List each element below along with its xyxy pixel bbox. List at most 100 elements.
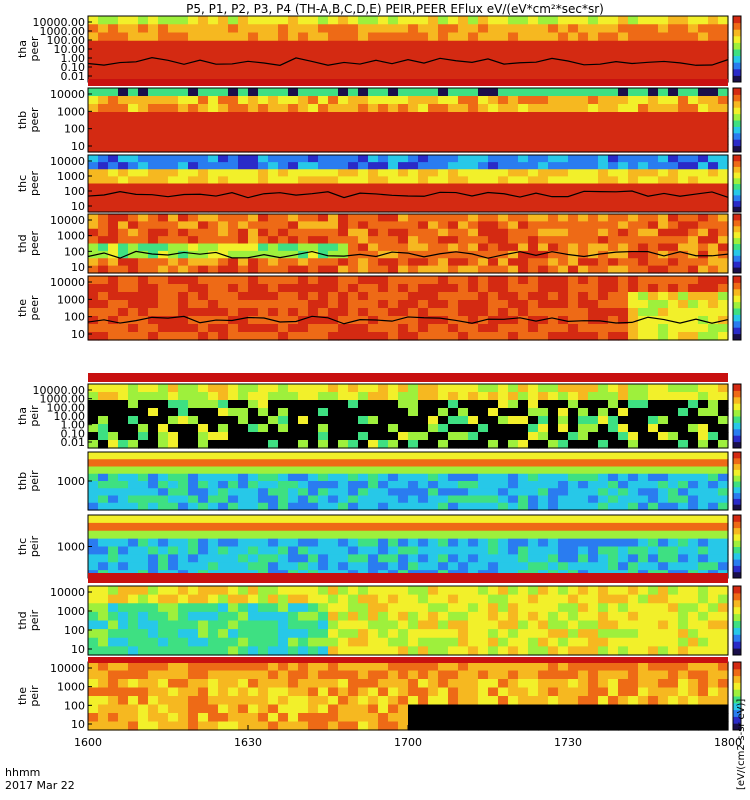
heatmap-cell (598, 104, 609, 113)
heatmap-cell (668, 204, 679, 213)
heatmap-cell (248, 308, 259, 317)
heatmap-cell (458, 243, 469, 252)
heatmap-cell (468, 538, 479, 548)
heatmap-cell (148, 24, 159, 34)
heatmap-cell (668, 629, 679, 639)
heatmap-cell (678, 424, 689, 433)
heatmap-cell (528, 466, 539, 475)
heatmap-cell (168, 392, 179, 401)
colorbar-segment (733, 200, 741, 207)
heatmap-cell (688, 473, 699, 482)
heatmap-cell (558, 144, 569, 153)
heatmap-cell (228, 629, 239, 639)
heatmap-cell (98, 49, 109, 58)
heatmap-cell (98, 292, 109, 301)
heatmap-cell (578, 554, 589, 563)
heatmap-cell (578, 637, 589, 647)
heatmap-cell (428, 629, 439, 639)
heatmap-cell (258, 24, 269, 34)
heatmap-cell (658, 603, 669, 613)
colorbar-segment (733, 384, 741, 391)
heatmap-cell (258, 662, 269, 672)
heatmap-cell (188, 214, 199, 222)
heatmap-cell (328, 16, 339, 25)
heatmap-cell (478, 32, 489, 42)
heatmap-cell (368, 637, 379, 647)
heatmap-cell (408, 586, 419, 596)
heatmap-cell (348, 300, 359, 309)
heatmap-cell (148, 440, 159, 449)
heatmap-cell (98, 620, 109, 630)
heatmap-cell (168, 466, 179, 475)
heatmap-cell (648, 162, 659, 170)
heatmap-cell (338, 16, 349, 25)
heatmap-cell (108, 276, 119, 285)
heatmap-cell (538, 49, 549, 58)
heatmap-cell (278, 204, 289, 213)
heatmap-cell (478, 40, 489, 50)
heatmap-cell (248, 258, 259, 267)
heatmap-cell (698, 204, 709, 213)
heatmap-cell (248, 221, 259, 230)
heatmap-cell (538, 265, 549, 274)
heatmap-cell (558, 197, 569, 206)
heatmap-cell (118, 284, 129, 293)
heatmap-cell (528, 276, 539, 285)
heatmap-cell (668, 221, 679, 230)
heatmap-cell (168, 515, 179, 524)
heatmap-cell (608, 495, 619, 504)
heatmap-cell (98, 538, 109, 548)
heatmap-cell (618, 392, 629, 401)
heatmap-cell (588, 603, 599, 613)
heatmap-cell (648, 432, 659, 441)
heatmap-cell (618, 250, 629, 259)
heatmap-cell (238, 221, 249, 230)
heatmap-cell (528, 292, 539, 301)
heatmap-cell (618, 96, 629, 105)
heatmap-cell (318, 300, 329, 309)
heatmap-cell (188, 721, 199, 731)
heatmap-cell (148, 236, 159, 245)
heatmap-cell (438, 144, 449, 153)
heatmap-cell (578, 546, 589, 555)
heatmap-cell (468, 629, 479, 639)
heatmap-cell (438, 169, 449, 177)
heatmap-cell (98, 284, 109, 293)
heatmap-cell (608, 32, 619, 42)
heatmap-cell (588, 629, 599, 639)
heatmap-cell (358, 258, 369, 267)
heatmap-cell (148, 258, 159, 267)
heatmap-cell (418, 104, 429, 113)
heatmap-cell (498, 292, 509, 301)
heatmap-cell (538, 324, 549, 333)
heatmap-cell (328, 611, 339, 622)
heatmap-cell (448, 258, 459, 267)
heatmap-cell (188, 292, 199, 301)
heatmap-cell (628, 392, 639, 401)
heatmap-cell (158, 488, 169, 497)
heatmap-cell (628, 611, 639, 622)
heatmap-cell (638, 488, 649, 497)
heatmap-cell (698, 538, 709, 548)
heatmap-cell (378, 408, 389, 417)
heatmap-cell (398, 176, 409, 185)
heatmap-cell (248, 324, 259, 333)
heatmap-cell (108, 620, 119, 630)
heatmap-cell (278, 424, 289, 433)
heatmap-cell (438, 316, 449, 325)
colorbar-segment (733, 189, 741, 196)
heatmap-cell (648, 214, 659, 222)
heatmap-cell (208, 603, 219, 613)
heatmap-cell (638, 243, 649, 252)
heatmap-cell (138, 276, 149, 285)
heatmap-cell (198, 408, 209, 417)
heatmap-cell (168, 488, 179, 497)
heatmap-cell (468, 49, 479, 58)
heatmap-cell (218, 384, 229, 393)
heatmap-cell (518, 155, 529, 163)
heatmap-cell (458, 49, 469, 58)
heatmap-cell (278, 316, 289, 325)
heatmap-cell (138, 204, 149, 213)
heatmap-cell (548, 586, 559, 596)
heatmap-cell (528, 155, 539, 163)
